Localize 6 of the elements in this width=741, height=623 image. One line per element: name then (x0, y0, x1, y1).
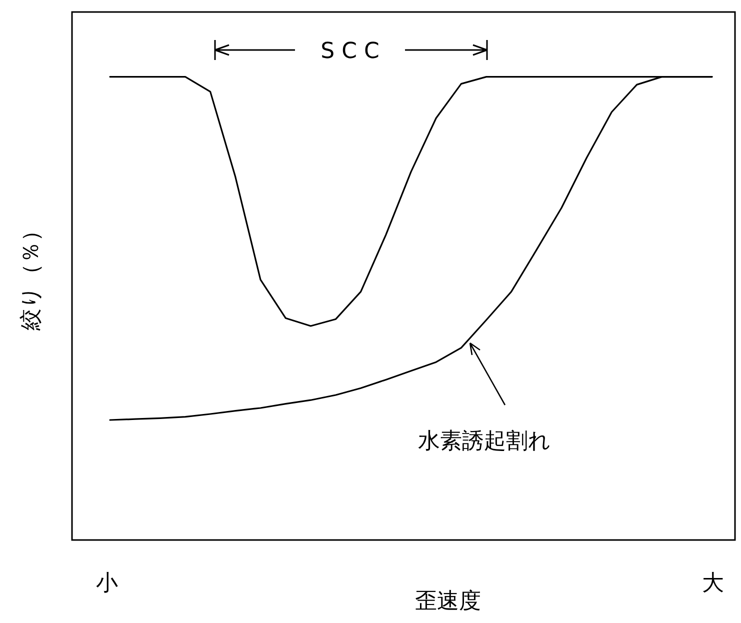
annotation: 水素誘起割れ (418, 429, 551, 454)
text: 小 (96, 571, 118, 596)
text: 大 (702, 571, 724, 596)
text: S C C (320, 39, 380, 64)
x-axis-title: 歪速度 (415, 589, 481, 614)
y-axis-title: 絞り（％） (19, 220, 44, 332)
